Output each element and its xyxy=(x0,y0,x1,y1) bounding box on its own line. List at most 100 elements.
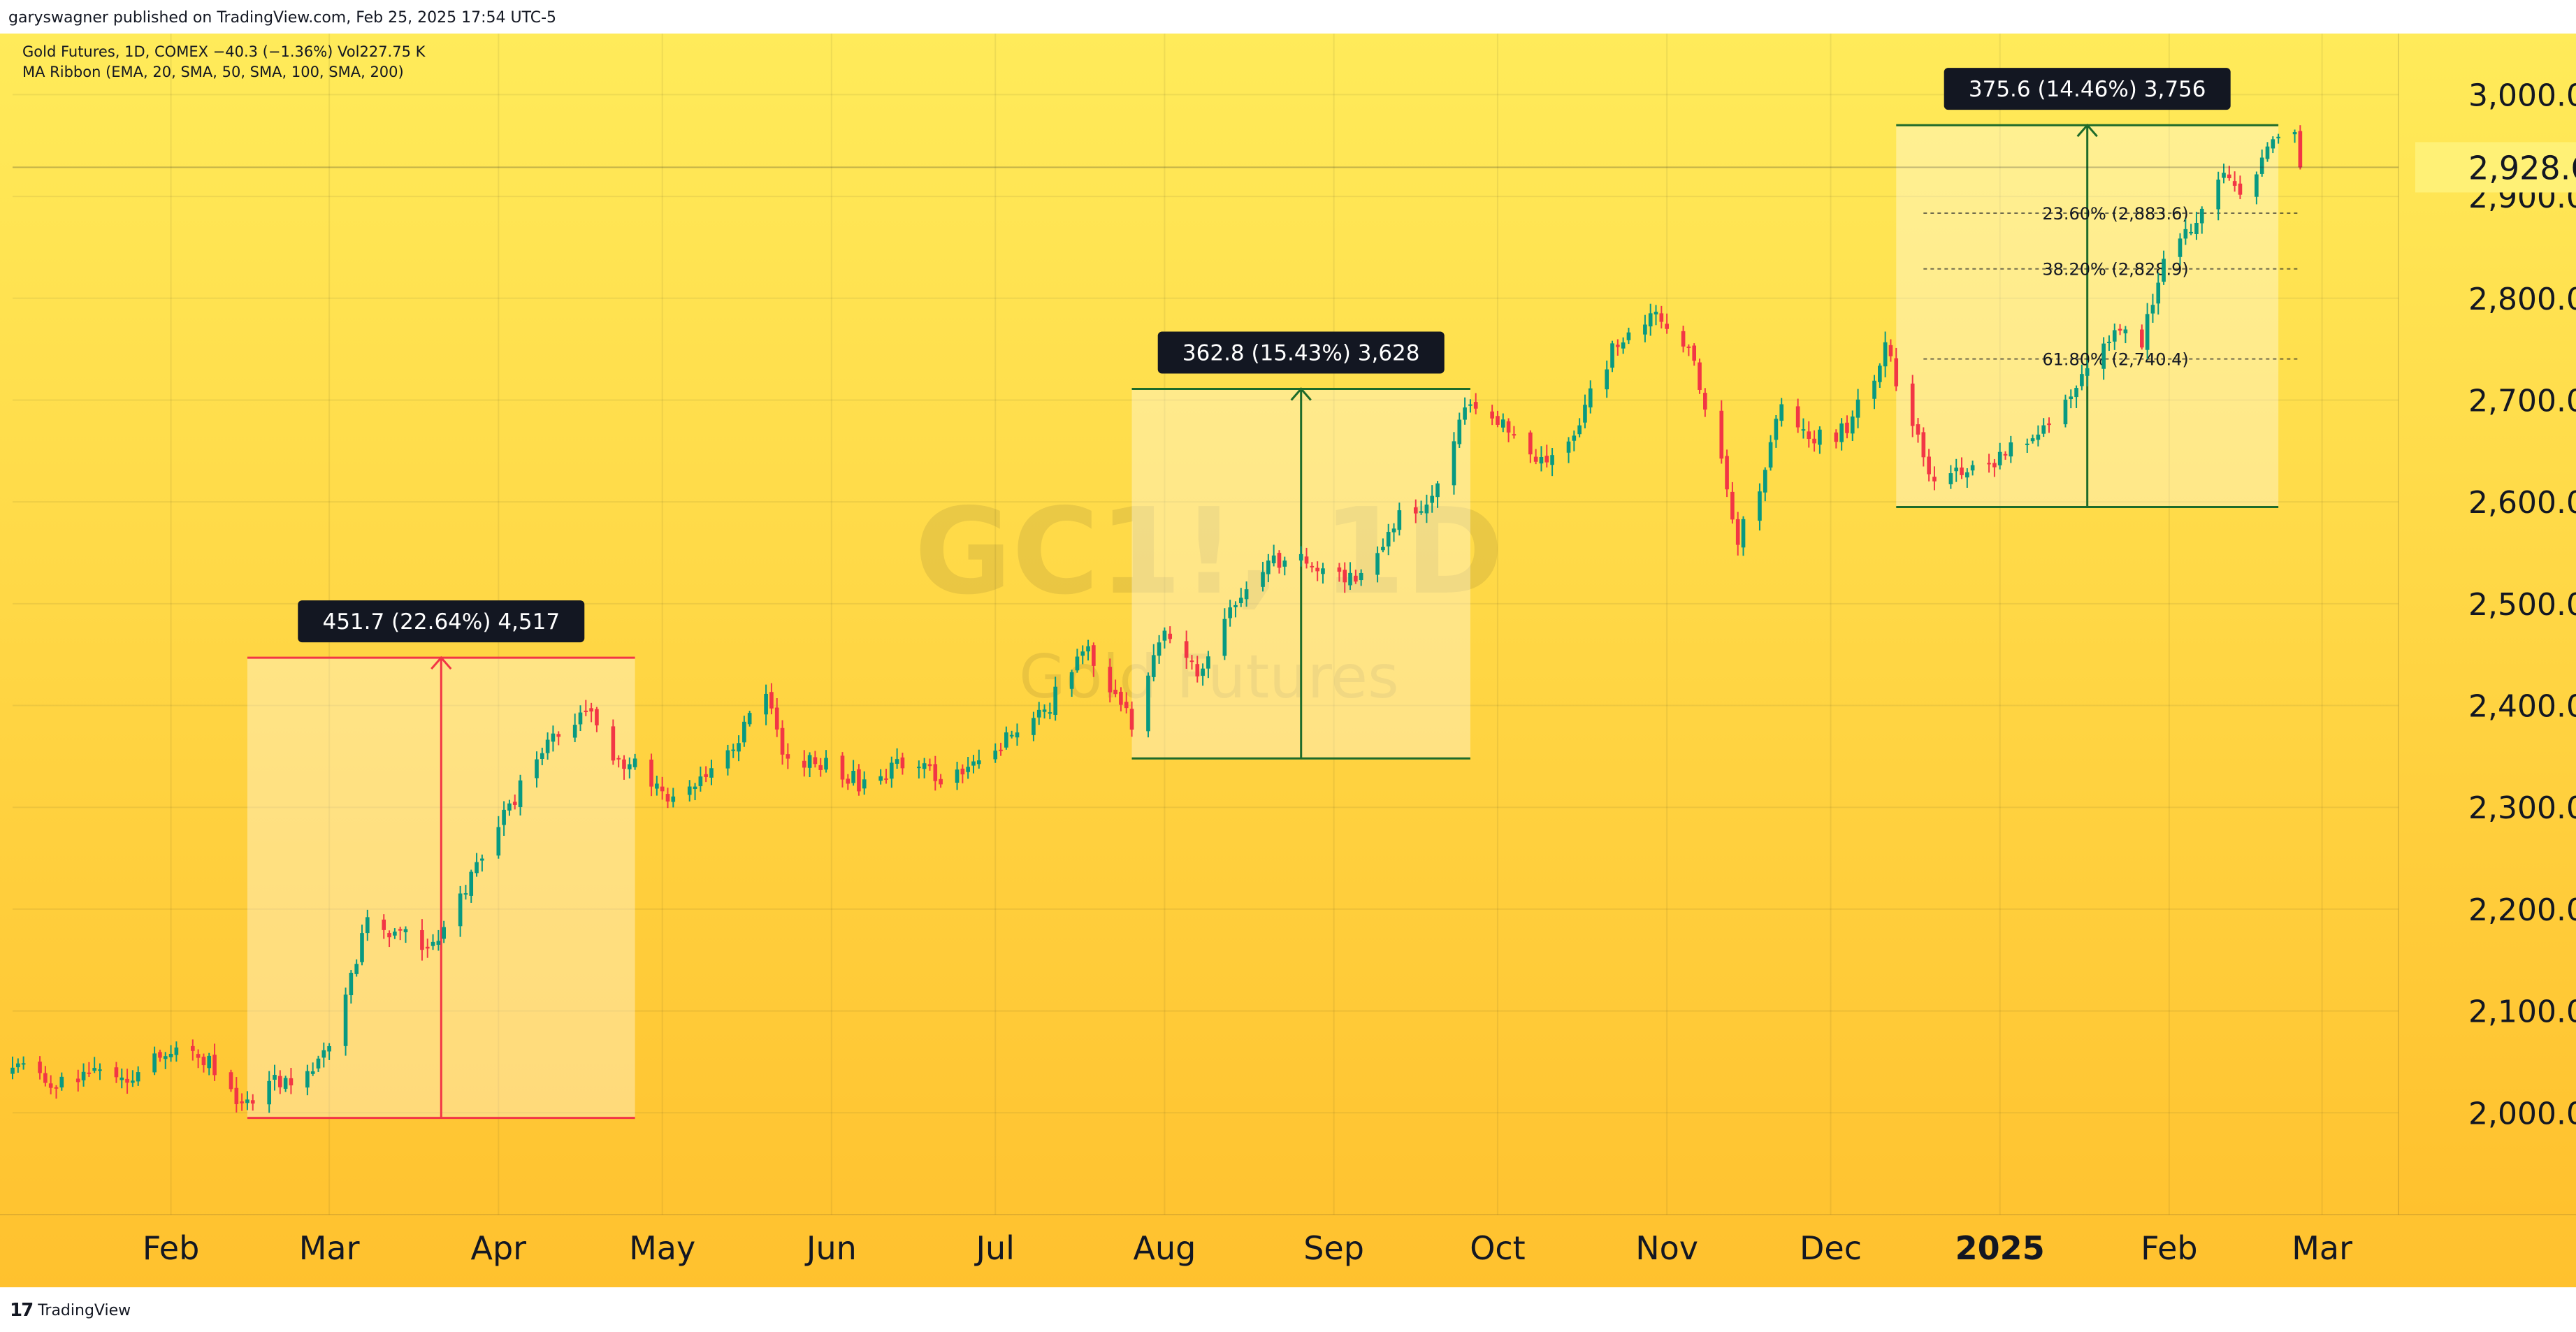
candle-body xyxy=(234,1087,239,1104)
price-tick-label: 2,800.0 xyxy=(2468,282,2576,317)
candle-body xyxy=(1277,553,1282,568)
footer-bar: 17 TradingView xyxy=(0,1287,2576,1332)
measure-tools[interactable] xyxy=(247,123,2279,1120)
candle-body xyxy=(316,1058,321,1069)
candle-body xyxy=(480,858,484,861)
candle-body xyxy=(1572,435,1577,441)
candle-body xyxy=(1686,346,1691,348)
candle-body xyxy=(2063,399,2068,425)
candle-body xyxy=(1550,455,1554,465)
candle-body xyxy=(21,1063,26,1065)
candle-body xyxy=(535,759,539,779)
measure-arrow-head xyxy=(2076,123,2098,138)
candle-body xyxy=(742,721,746,743)
candle-body xyxy=(1648,313,1653,327)
candle-body xyxy=(131,1080,135,1083)
candle-body xyxy=(283,1078,288,1089)
candle-body xyxy=(1539,457,1544,464)
price-tick-label: 2,500.0 xyxy=(2468,587,2576,623)
candle-body xyxy=(343,994,348,1046)
candle-body xyxy=(2118,328,2122,331)
candle-body xyxy=(807,755,812,768)
candle-body xyxy=(1544,456,1549,463)
candle-body xyxy=(1042,709,1047,712)
candle-body xyxy=(1053,686,1057,715)
tradingview-logo[interactable]: 17 TradingView xyxy=(10,1300,131,1321)
measure-arrow-head xyxy=(1290,387,1312,401)
price-chart[interactable]: GC1!, 1D Gold Futures 23.60% (2,883.6) 38… xyxy=(0,34,2576,1287)
legend-line-1: Gold Futures, 1D, COMEX −40.3 (−1.36%) V… xyxy=(22,43,426,60)
candle-body xyxy=(846,779,851,784)
candle-body xyxy=(1424,505,1429,514)
candle-body xyxy=(900,757,905,769)
candle-body xyxy=(955,769,960,783)
candle-body xyxy=(518,780,523,807)
candle-body xyxy=(1119,691,1123,705)
price-axis[interactable]: 2,000.0 2,100.0 2,200.0 2,300.0 2,400.0 2,500… xyxy=(13,34,2576,1215)
legend-line-2: MA Ribbon (EMA, 20, SMA, 50, SMA, 100, S… xyxy=(22,64,404,80)
candle-body xyxy=(1703,393,1707,410)
candle-body xyxy=(1397,510,1402,530)
candle-body xyxy=(436,941,441,945)
candle-body xyxy=(1195,664,1200,676)
candle-body xyxy=(1692,345,1697,361)
candle-body xyxy=(769,692,774,709)
candle-body xyxy=(15,1063,20,1068)
time-tick-label: Oct xyxy=(1470,1229,1526,1267)
candle-body xyxy=(556,734,561,737)
price-tick-label: 2,600.0 xyxy=(2468,485,2576,521)
candle-body xyxy=(1457,419,1462,444)
candle-body xyxy=(660,786,665,792)
candle-body xyxy=(2216,179,2221,210)
candle-body xyxy=(2009,442,2013,457)
candle-body xyxy=(2030,438,2035,442)
candle-body xyxy=(1960,468,1964,475)
candle-body xyxy=(125,1078,129,1083)
candle-body xyxy=(81,1071,86,1080)
tradingview-logo-icon: 17 xyxy=(10,1300,34,1321)
candle-body xyxy=(1184,641,1189,658)
candle-body xyxy=(1381,546,1385,551)
candle-body xyxy=(1452,441,1456,486)
candle-body xyxy=(1321,568,1325,574)
candle-body xyxy=(1605,369,1609,390)
measure-label-text: 362.8 (15.43%) 3,628 xyxy=(1182,340,1420,365)
candle-body xyxy=(1238,598,1243,604)
candle-body xyxy=(1763,470,1767,493)
candle-body xyxy=(1075,656,1080,671)
candle-body xyxy=(1850,417,1855,434)
candle-body xyxy=(2080,374,2084,386)
candle-body xyxy=(704,774,708,777)
candle-body xyxy=(780,727,785,755)
candle-body xyxy=(1129,709,1134,730)
candle-body xyxy=(1490,411,1494,419)
candle-body xyxy=(507,803,512,811)
candle-body xyxy=(458,893,463,927)
candle-body xyxy=(1337,567,1342,572)
candle-body xyxy=(190,1045,195,1051)
candle-body xyxy=(382,919,386,930)
candle-body xyxy=(54,1087,59,1089)
candle-body xyxy=(1916,424,1920,435)
candle-body xyxy=(2194,222,2199,234)
candle-body xyxy=(747,713,752,725)
candle-body xyxy=(1496,416,1500,425)
time-tick-label: Feb xyxy=(143,1229,199,1267)
candle-body xyxy=(939,779,943,785)
candle-body xyxy=(976,760,981,765)
candle-body xyxy=(895,759,899,764)
candle-body xyxy=(10,1067,15,1074)
candle-body xyxy=(2003,454,2008,456)
candle-body xyxy=(1430,495,1435,503)
time-axis[interactable]: Feb Mar Apr May Jun Jul Aug Sep Oct Nov Dec 2025 Feb… xyxy=(0,1214,2576,1267)
candle-body xyxy=(1124,702,1129,709)
candle-body xyxy=(1725,456,1729,490)
candle-body xyxy=(1643,324,1647,335)
candle-body xyxy=(2025,443,2029,445)
candle-body xyxy=(1818,429,1822,445)
candle-body xyxy=(802,760,806,768)
measure-arrow-head xyxy=(430,656,452,670)
candle-body xyxy=(1992,463,1997,468)
candle-body xyxy=(1774,419,1779,440)
candle-body xyxy=(114,1067,119,1078)
